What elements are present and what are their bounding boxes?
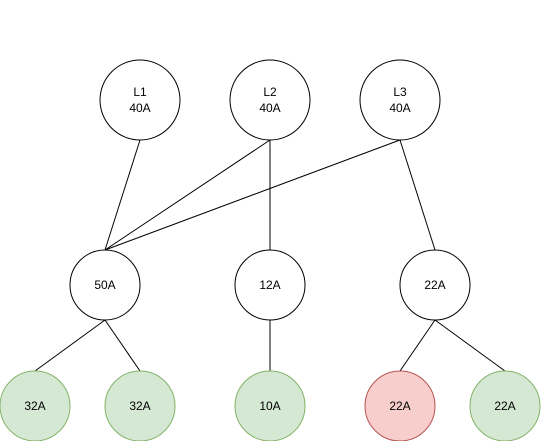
load-node-3: 10A (234, 370, 306, 441)
source-node-l3-circle (359, 59, 441, 141)
edge-L1-b1 (104, 139, 141, 251)
branch-node-1: 50A (69, 249, 141, 321)
edge-b3-c5 (434, 319, 506, 372)
source-node-l1-circle (99, 59, 181, 141)
edge-L2-b1 (104, 139, 271, 251)
source-node-l2-label-2: 40A (259, 101, 280, 115)
load-node-1-circle (0, 370, 71, 441)
load-node-4-circle (364, 370, 436, 441)
connections (34, 139, 506, 372)
source-node-l1-label-1: L1 (133, 85, 147, 99)
edge-b3-c4 (399, 319, 436, 372)
source-node-l3-label-1: L3 (393, 85, 407, 99)
load-node-4-label-1: 22A (389, 399, 410, 413)
load-node-4: 22A (364, 370, 436, 441)
source-node-l3-label-2: 40A (389, 101, 410, 115)
branch-node-1-label-1: 50A (94, 278, 115, 292)
load-node-5-label-1: 22A (494, 399, 515, 413)
load-node-5: 22A (469, 370, 541, 441)
load-node-3-circle (234, 370, 306, 441)
source-node-l2-label-1: L2 (263, 85, 277, 99)
branch-node-2-label-1: 12A (259, 278, 280, 292)
load-node-3-label-1: 10A (259, 399, 280, 413)
branch-node-3-circle (399, 249, 471, 321)
load-node-5-circle (469, 370, 541, 441)
load-node-2-circle (104, 370, 176, 441)
load-node-2-label-1: 32A (129, 399, 150, 413)
edge-b1-c1 (34, 319, 106, 372)
branch-node-2-circle (234, 249, 306, 321)
load-node-2: 32A (104, 370, 176, 441)
source-node-l2-circle (229, 59, 311, 141)
load-node-1-label-1: 32A (24, 399, 45, 413)
edge-L3-b1 (104, 139, 401, 251)
branch-node-3-label-1: 22A (424, 278, 445, 292)
branch-node-2: 12A (234, 249, 306, 321)
load-node-1: 32A (0, 370, 71, 441)
edge-L3-b3 (399, 139, 436, 251)
branch-node-3: 22A (399, 249, 471, 321)
branch-node-1-circle (69, 249, 141, 321)
source-node-l1-label-2: 40A (129, 101, 150, 115)
edge-b1-c2 (104, 319, 141, 372)
